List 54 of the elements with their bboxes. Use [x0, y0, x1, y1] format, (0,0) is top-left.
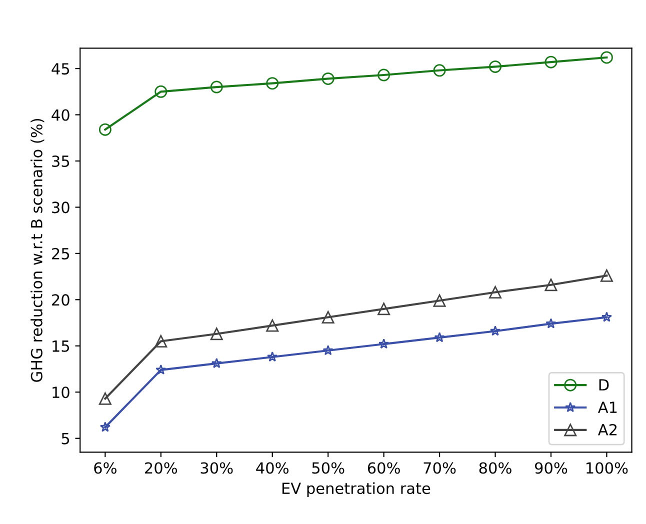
point: [267, 351, 278, 362]
x-tick-label: 30%: [200, 462, 233, 474]
legend-label: A2: [598, 424, 617, 436]
point: [433, 64, 446, 77]
y-tick-label: 15: [52, 340, 70, 352]
x-tick-label: 80%: [479, 462, 512, 474]
point: [434, 332, 445, 342]
point: [100, 422, 110, 432]
point: [600, 51, 613, 64]
y-tick-label: 20: [52, 294, 70, 306]
x-tick-label: 40%: [256, 462, 288, 474]
point: [546, 318, 556, 328]
legend-label: D: [599, 379, 609, 390]
point: [210, 328, 223, 340]
point: [156, 364, 166, 375]
point: [266, 319, 279, 332]
point: [378, 68, 390, 82]
point: [600, 269, 613, 282]
x-tick-label: 60%: [368, 462, 400, 474]
y-tick-label: 30: [52, 202, 70, 214]
point: [489, 60, 502, 73]
point: [601, 312, 612, 322]
y-tick-label: 10: [52, 386, 70, 398]
point: [322, 310, 334, 324]
x-tick-label: 6%: [94, 462, 116, 474]
x-tick-label: 100%: [586, 462, 628, 474]
point: [211, 358, 222, 368]
x-tick-label: 90%: [534, 462, 568, 474]
x-tick-label: 70%: [424, 462, 456, 474]
point: [378, 302, 390, 316]
point: [544, 56, 558, 68]
x-tick-label: 20%: [145, 462, 178, 474]
point: [266, 77, 279, 90]
y-tick-label: 45: [52, 63, 70, 75]
y-tick-label: 25: [52, 248, 70, 260]
point: [154, 85, 168, 98]
y-tick-label: 5: [62, 433, 70, 444]
y-tick-label: 40: [52, 109, 70, 121]
y-axis-title: GHG reduction w.r.t B scenario (%): [30, 118, 44, 382]
point: [490, 326, 501, 336]
point: [210, 80, 223, 94]
point: [98, 392, 112, 405]
y-tick-label: 35: [52, 155, 70, 168]
point: [489, 286, 502, 299]
point: [433, 294, 446, 307]
point: [378, 338, 390, 349]
point: [322, 344, 334, 356]
point: [544, 278, 558, 292]
x-tick-label: 50%: [312, 462, 344, 474]
x-axis-title: EV penetration rate: [282, 482, 430, 498]
point: [322, 72, 334, 85]
legend-label: A1: [598, 402, 617, 413]
point: [98, 123, 112, 136]
point: [154, 335, 168, 348]
